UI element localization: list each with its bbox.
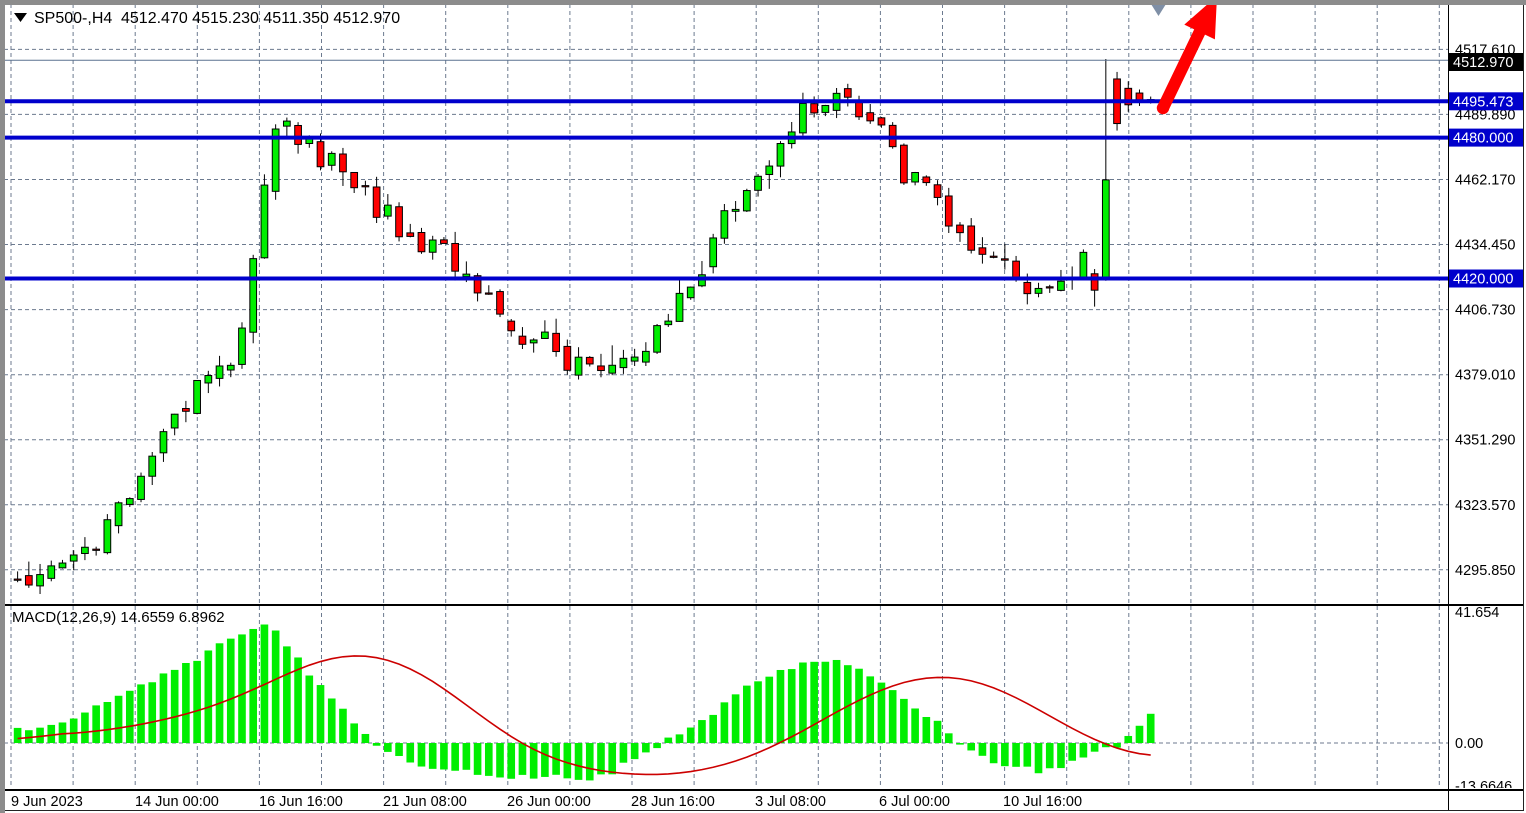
svg-text:4512.970: 4512.970 <box>1453 55 1513 71</box>
svg-text:4379.010: 4379.010 <box>1455 368 1515 384</box>
svg-text:SP500-,H4: SP500-,H4 <box>34 10 112 27</box>
svg-text:4512.470 4515.230 4511.350 451: 4512.470 4515.230 4511.350 4512.970 <box>121 10 400 27</box>
svg-text:4434.450: 4434.450 <box>1455 238 1515 254</box>
svg-text:3 Jul 08:00: 3 Jul 08:00 <box>755 794 826 810</box>
svg-text:4406.730: 4406.730 <box>1455 303 1515 319</box>
svg-text:0.00: 0.00 <box>1455 736 1483 752</box>
svg-text:4351.290: 4351.290 <box>1455 433 1515 449</box>
svg-text:4495.473: 4495.473 <box>1453 94 1513 110</box>
svg-text:26 Jun 00:00: 26 Jun 00:00 <box>507 794 591 810</box>
svg-text:MACD(12,26,9) 14.6559 6.8962: MACD(12,26,9) 14.6559 6.8962 <box>12 609 225 626</box>
svg-text:4295.850: 4295.850 <box>1455 563 1515 579</box>
svg-text:14 Jun 00:00: 14 Jun 00:00 <box>135 794 219 810</box>
svg-text:28 Jun 16:00: 28 Jun 16:00 <box>631 794 715 810</box>
svg-text:21 Jun 08:00: 21 Jun 08:00 <box>383 794 467 810</box>
svg-text:4480.000: 4480.000 <box>1453 131 1513 147</box>
svg-text:4462.170: 4462.170 <box>1455 173 1515 189</box>
svg-text:41.654: 41.654 <box>1455 606 1499 621</box>
svg-text:10 Jul 16:00: 10 Jul 16:00 <box>1003 794 1082 810</box>
svg-text:6 Jul 00:00: 6 Jul 00:00 <box>879 794 950 810</box>
svg-text:4420.000: 4420.000 <box>1453 272 1513 288</box>
svg-text:16 Jun 16:00: 16 Jun 16:00 <box>259 794 343 810</box>
svg-text:4323.570: 4323.570 <box>1455 498 1515 514</box>
svg-text:-13.6646: -13.6646 <box>1455 779 1512 788</box>
svg-text:9 Jun 2023: 9 Jun 2023 <box>11 794 83 810</box>
